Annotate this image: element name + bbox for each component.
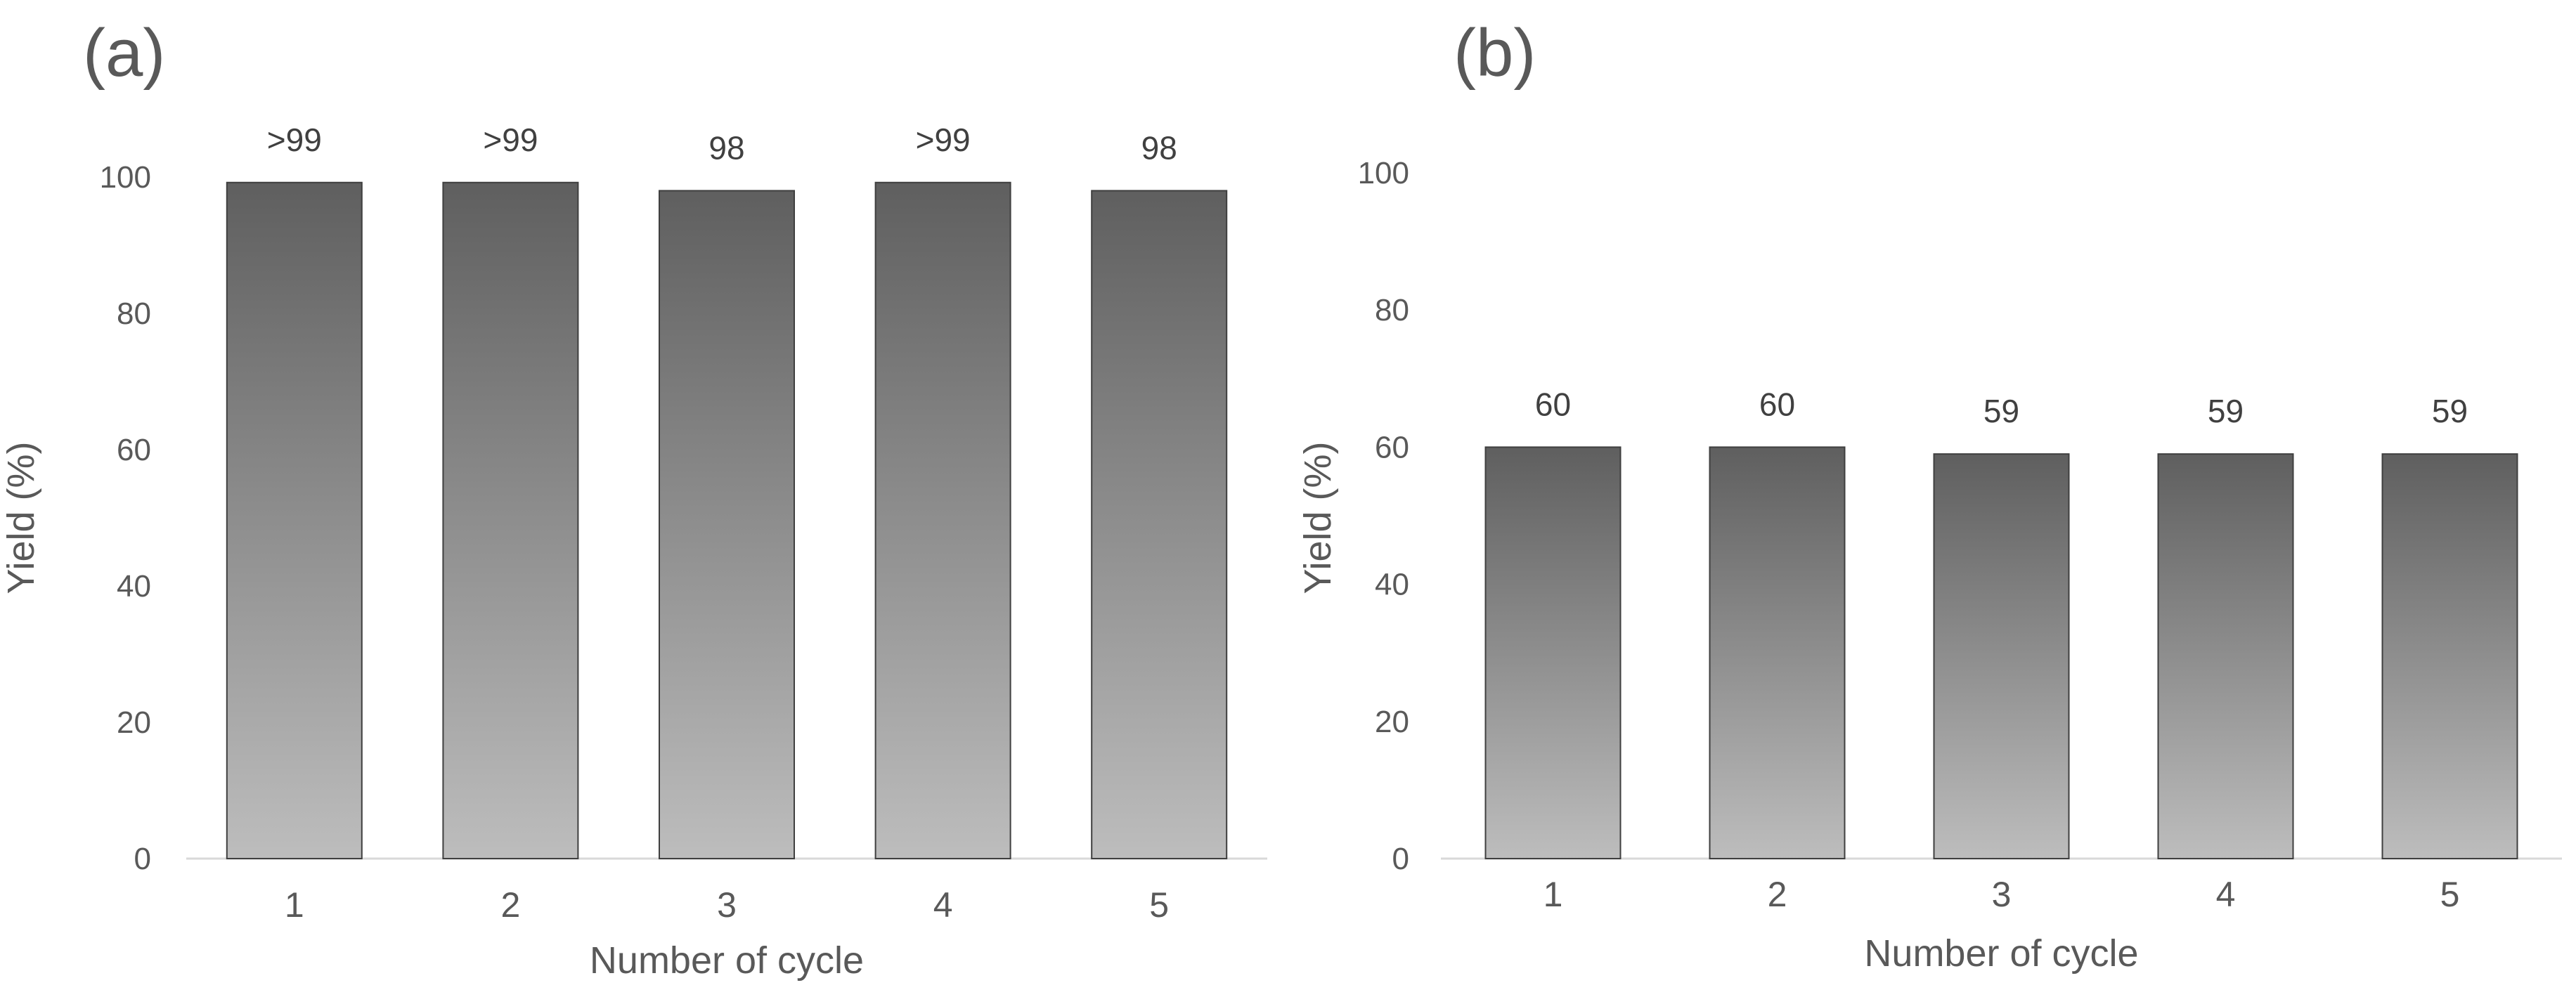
y-tick-label: 60: [117, 433, 151, 467]
bar: [1933, 453, 2070, 859]
y-axis-title: Yield (%): [1297, 441, 1339, 594]
y-tick-label: 80: [1375, 293, 1409, 327]
x-tick-label: 1: [285, 885, 304, 925]
chart-panel-2: (b) 0 20 40 60 80 100 60 1 60 2 59 3 59 4 59 5 Number of …: [1297, 15, 2562, 975]
x-tick-label: 4: [933, 885, 953, 925]
x-axis-title: Number of cycle: [590, 939, 864, 982]
y-tick-label: 100: [100, 160, 151, 195]
chart-panel-1: (a) 0 20 40 60 80 100 >99 1 >99 2 98 3 >99 4 98 5 Number …: [0, 15, 1267, 982]
data-label: >99: [267, 122, 322, 158]
x-tick-label: 3: [717, 885, 737, 925]
y-tick-label: 20: [1375, 705, 1409, 739]
x-tick-label: 4: [2216, 875, 2236, 914]
panel-label: (a): [83, 15, 165, 91]
y-tick-label: 0: [1392, 842, 1409, 876]
data-label: 60: [1535, 386, 1571, 422]
bar: [2381, 453, 2518, 859]
bar: [2157, 453, 2294, 859]
bar: [442, 181, 579, 859]
panel-label: (b): [1454, 15, 1536, 91]
bar: [1091, 190, 1228, 859]
x-tick-label: 5: [1149, 885, 1169, 925]
y-tick-label: 40: [1375, 568, 1409, 602]
bar: [1484, 446, 1622, 859]
y-tick-label: 20: [117, 705, 151, 740]
y-tick-label: 60: [1375, 430, 1409, 464]
y-tick-label: 80: [117, 297, 151, 331]
data-label: 98: [708, 129, 744, 166]
bar: [226, 181, 363, 859]
data-label: 60: [1759, 386, 1795, 422]
data-label: 98: [1141, 129, 1177, 166]
y-axis-title: Yield (%): [0, 441, 42, 594]
x-tick-label: 2: [1768, 875, 1787, 914]
bar: [1709, 446, 1846, 859]
x-tick-label: 2: [500, 885, 520, 925]
x-tick-label: 1: [1543, 875, 1563, 914]
data-label: >99: [916, 122, 971, 158]
x-axis-title: Number of cycle: [1864, 932, 2138, 975]
x-tick-label: 3: [1992, 875, 2012, 914]
data-label: >99: [483, 122, 538, 158]
y-tick-label: 0: [134, 842, 151, 876]
data-label: 59: [2208, 393, 2244, 429]
data-label: 59: [1983, 393, 2019, 429]
x-tick-label: 5: [2440, 875, 2460, 914]
data-label: 59: [2432, 393, 2468, 429]
bar: [659, 190, 795, 859]
y-tick-label: 100: [1358, 156, 1409, 190]
y-tick-label: 40: [117, 569, 151, 604]
bar: [874, 181, 1011, 859]
